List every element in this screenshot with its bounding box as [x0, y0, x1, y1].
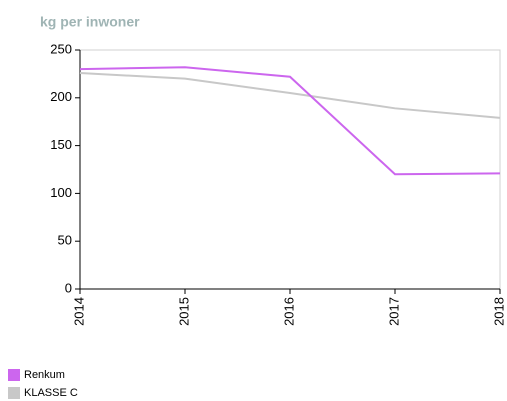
y-tick-label: 200	[50, 89, 72, 104]
y-tick-label: 100	[50, 185, 72, 200]
x-tick-label: 2018	[491, 297, 506, 326]
x-tick-label: 2015	[176, 297, 191, 326]
chart-title: kg per inwoner	[40, 14, 140, 30]
line-series	[79, 71, 501, 119]
x-tick-label: 2017	[386, 297, 401, 326]
x-tick-label: 2016	[281, 297, 296, 326]
plot-area	[79, 49, 501, 290]
legend-label: KLASSE C	[24, 387, 78, 399]
y-tick-label: 0	[65, 280, 72, 295]
y-tick-label: 250	[50, 41, 72, 56]
y-tick-label: 150	[50, 137, 72, 152]
legend-swatch	[8, 387, 20, 399]
legend-swatch	[8, 369, 20, 381]
line-series	[79, 66, 501, 176]
x-tick-label: 2014	[71, 297, 86, 326]
legend-label: Renkum	[24, 369, 65, 381]
y-tick-label: 50	[58, 233, 72, 248]
